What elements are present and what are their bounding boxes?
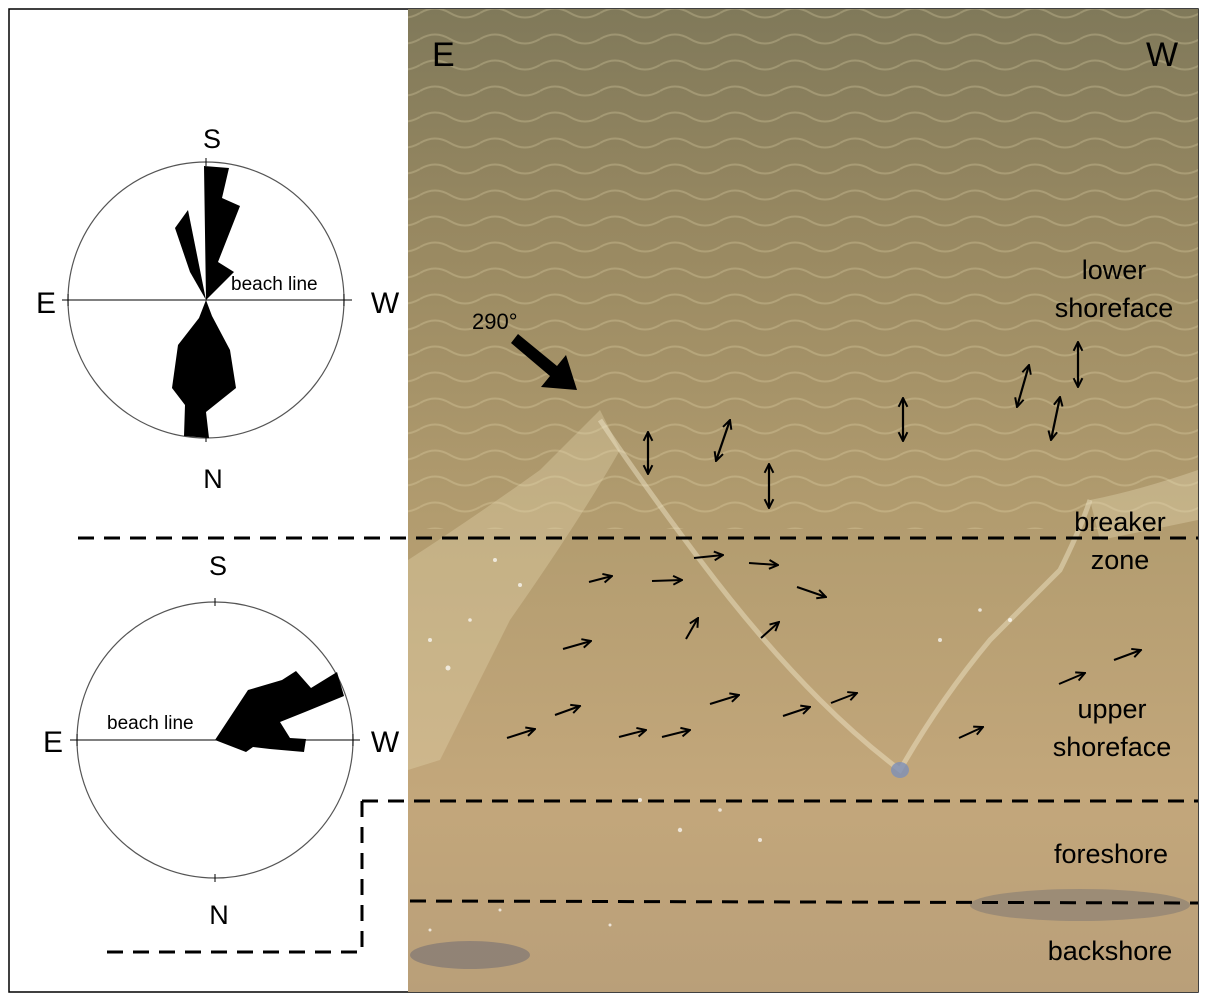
double-arrow-icon (1051, 397, 1060, 440)
lower-rose-beach-line-label: beach line (107, 713, 194, 734)
upper-rose-diagram: S N E W beach line (36, 124, 400, 494)
flow-arrow-icon (554, 706, 580, 716)
backshore-label: backshore (1048, 936, 1173, 966)
lower-shoreface-label-2: shoreface (1055, 293, 1174, 323)
bidirectional-arrow-icons (648, 342, 1078, 508)
lower-rose-label-w: W (371, 726, 400, 759)
lower-shoreface-label-1: lower (1082, 255, 1147, 285)
upper-shoreface-label-1: upper (1077, 694, 1146, 724)
flow-arrow-icon (693, 555, 723, 558)
wave-direction-label: 290° (472, 309, 518, 334)
beach-photo (408, 9, 1198, 992)
flow-arrow-icon (760, 622, 779, 639)
flow-arrow-icon (661, 730, 690, 738)
flow-arrow-icon (1058, 673, 1085, 685)
lower-rose-label-n: N (209, 900, 229, 930)
upper-shoreface-label-2: shoreface (1053, 732, 1172, 762)
flow-arrow-icon (506, 729, 535, 739)
lower-rose-label-e: E (43, 726, 63, 759)
upper-rose-beach-line-label: beach line (231, 274, 318, 295)
flow-arrow-icon (709, 695, 739, 705)
flow-arrow-icon (748, 563, 778, 565)
upper-rose-label-n: N (203, 464, 223, 494)
upper-rose-label-w: W (371, 287, 400, 320)
foreshore-label: foreshore (1054, 839, 1168, 869)
flow-arrow-icon (685, 618, 698, 640)
breaker-zone-label-2: zone (1091, 545, 1150, 575)
upper-rose-label-s: S (203, 124, 221, 154)
flow-arrow-icon (830, 693, 857, 704)
flow-arrow-icon (562, 641, 591, 650)
flow-arrow-icon (588, 576, 612, 582)
lower-rose-petals (215, 671, 344, 752)
upper-rose-petals (172, 166, 240, 438)
flow-arrow-icon (618, 730, 646, 738)
double-arrow-icon (1017, 365, 1029, 407)
breaker-zone-label-1: breaker (1074, 507, 1166, 537)
backshore-top-line (409, 899, 1199, 905)
double-arrow-icon (716, 420, 730, 461)
flow-arrow-icon (1113, 650, 1141, 661)
upper-rose-label-e: E (36, 287, 56, 320)
photo-west-label: W (1146, 36, 1178, 74)
flow-arrow-icons (506, 555, 1141, 739)
lower-rose-diagram: S N E W beach line (43, 551, 400, 930)
photo-east-label: E (432, 36, 455, 74)
wave-direction-arrow-icon (511, 334, 577, 390)
flow-arrow-icon (651, 580, 682, 581)
lower-rose-label-s: S (209, 551, 227, 581)
lower-rose-bracket (100, 801, 364, 954)
flow-arrow-icon (796, 586, 826, 597)
flow-arrow-icon (958, 727, 983, 739)
flow-arrow-icon (782, 707, 810, 717)
